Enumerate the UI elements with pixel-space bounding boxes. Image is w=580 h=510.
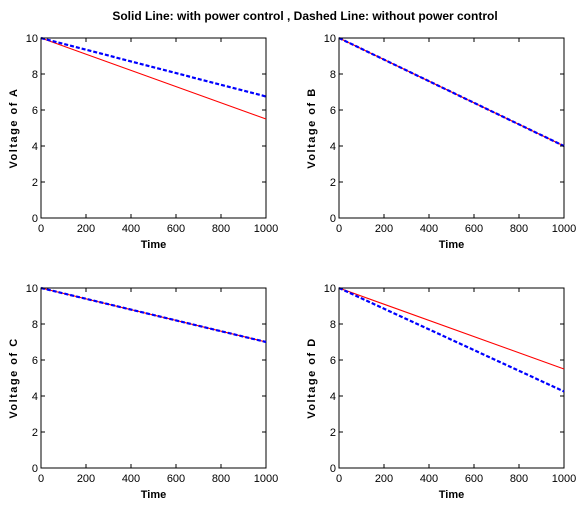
y-tick-label-c: 6 (32, 355, 38, 367)
y-tick-label-d: 8 (330, 319, 336, 331)
x-axis-label-c: Time (141, 489, 166, 501)
series-dashed-line-a (40, 36, 267, 98)
x-tick-label-c: 600 (167, 473, 185, 485)
series-dashed-line-c (40, 286, 267, 344)
x-tick-label-a: 600 (167, 223, 185, 235)
y-tick-label-a: 6 (32, 105, 38, 117)
x-tick-label-d: 0 (336, 473, 342, 485)
series-dashed-line-d (338, 287, 565, 393)
x-axis-label-d: Time (439, 489, 464, 501)
y-tick-label-d: 10 (324, 283, 336, 295)
y-tick-label-a: 10 (26, 33, 38, 45)
x-tick-label-d: 400 (420, 473, 438, 485)
y-tick-label-b: 2 (330, 177, 336, 189)
x-tick-label-a: 1000 (254, 223, 278, 235)
x-axis-label-a: Time (141, 239, 166, 251)
x-tick-label-b: 400 (420, 223, 438, 235)
figure-title: Solid Line: with power control , Dashed … (112, 9, 497, 23)
y-tick-label-c: 2 (32, 427, 38, 439)
subplot-b: 0 200 400 600 800 1000 0 2 4 6 8 10 Time Voltage of B (306, 33, 576, 251)
y-axis-label-a: Voltage of A (8, 88, 20, 169)
y-tick-label-c: 8 (32, 319, 38, 331)
x-tick-label-a: 0 (38, 223, 44, 235)
x-tick-label-a: 400 (122, 223, 140, 235)
x-tick-label-d: 600 (465, 473, 483, 485)
plot-frame-a (40, 37, 267, 219)
plot-frame-b (338, 37, 565, 219)
x-tick-label-a: 800 (212, 223, 230, 235)
y-tick-label-a: 4 (32, 141, 38, 153)
y-tick-label-a: 0 (32, 213, 38, 225)
y-axis-label-c: Voltage of C (8, 337, 20, 418)
y-tick-label-c: 10 (26, 283, 38, 295)
y-tick-label-b: 10 (324, 33, 336, 45)
y-tick-label-c: 4 (32, 391, 38, 403)
series-dashed-line-b (338, 37, 565, 147)
y-tick-label-b: 4 (330, 141, 336, 153)
x-tick-label-c: 0 (38, 473, 44, 485)
y-tick-label-a: 8 (32, 69, 38, 81)
x-tick-label-c: 400 (122, 473, 140, 485)
x-tick-label-d: 200 (375, 473, 393, 485)
x-tick-label-b: 0 (336, 223, 342, 235)
y-tick-label-d: 4 (330, 391, 336, 403)
x-tick-label-d: 800 (510, 473, 528, 485)
y-tick-label-b: 0 (330, 213, 336, 225)
x-tick-label-b: 800 (510, 223, 528, 235)
y-tick-label-b: 6 (330, 105, 336, 117)
x-tick-label-c: 1000 (254, 473, 278, 485)
series-solid-line-d (338, 287, 565, 370)
subplot-c: 0 200 400 600 800 1000 0 2 4 6 8 10 Time Voltage of C (8, 283, 278, 501)
y-tick-label-d: 0 (330, 463, 336, 475)
y-tick-label-a: 2 (32, 177, 38, 189)
x-tick-label-c: 800 (212, 473, 230, 485)
y-tick-label-c: 0 (32, 463, 38, 475)
x-tick-label-a: 200 (77, 223, 95, 235)
x-tick-label-b: 1000 (552, 223, 576, 235)
y-tick-label-b: 8 (330, 69, 336, 81)
y-tick-label-d: 6 (330, 355, 336, 367)
x-axis-label-b: Time (439, 239, 464, 251)
subplot-a: 0 200 400 600 800 1000 0 2 4 6 8 10 Time Voltage of A (8, 33, 278, 251)
y-axis-label-b: Voltage of B (306, 87, 318, 168)
x-tick-label-b: 200 (375, 223, 393, 235)
x-tick-label-c: 200 (77, 473, 95, 485)
plot-frame-d (338, 287, 565, 469)
y-tick-label-d: 2 (330, 427, 336, 439)
y-axis-label-d: Voltage of D (306, 337, 318, 418)
plot-frame-c (40, 287, 267, 469)
x-tick-label-b: 600 (465, 223, 483, 235)
x-tick-label-d: 1000 (552, 473, 576, 485)
subplot-d: 0 200 400 600 800 1000 0 2 4 6 8 10 Time Voltage of D (306, 283, 576, 501)
series-solid-line-a (40, 37, 267, 120)
